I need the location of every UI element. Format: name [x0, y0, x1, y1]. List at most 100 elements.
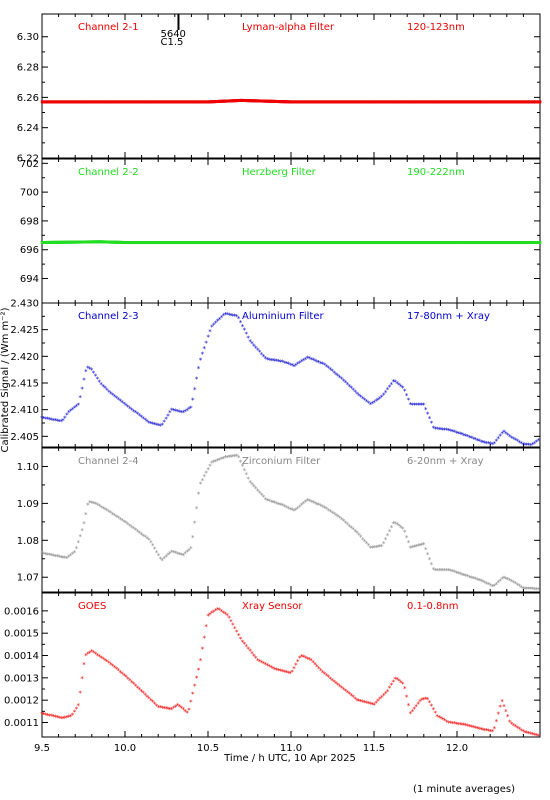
data-point: * — [393, 676, 397, 684]
data-point: * — [533, 586, 537, 594]
data-point: * — [115, 513, 119, 521]
data-point: * — [134, 683, 138, 691]
data-point: * — [500, 430, 504, 438]
data-point: * — [380, 694, 384, 702]
data-point: * — [420, 697, 424, 705]
data-point: * — [409, 710, 413, 718]
data-point: * — [235, 453, 239, 461]
data-point: * — [88, 649, 92, 657]
data-point: * — [120, 517, 124, 525]
data-point: * — [191, 396, 195, 404]
data-point: * — [77, 702, 81, 710]
data-point: * — [258, 658, 262, 666]
data-point: * — [302, 357, 306, 365]
data-point: * — [281, 502, 285, 510]
data-point: * — [42, 711, 46, 719]
data-point: * — [235, 313, 239, 321]
data-point: * — [445, 427, 449, 435]
x-axis-label: Time / h UTC, 10 Apr 2025 — [223, 753, 356, 764]
data-point: * — [164, 705, 168, 713]
chart-panels: 6.22 6.24 6.26 6.28 6.30 Channel 2-1 Lyman-alp… — [4, 13, 542, 740]
data-point: * — [371, 400, 375, 408]
data-point: * — [340, 376, 344, 384]
data-point: * — [428, 556, 432, 564]
panel-filter-label: Lyman-alpha Filter — [242, 22, 335, 33]
data-point: * — [262, 494, 266, 502]
data-point: * — [78, 394, 82, 402]
data-point: * — [315, 501, 319, 509]
data-point: * — [283, 503, 287, 511]
data-point: * — [485, 440, 489, 448]
data-point: * — [151, 699, 155, 707]
data-point: * — [229, 618, 233, 626]
data-point: * — [115, 394, 119, 402]
data-point: * — [285, 360, 289, 368]
data-point: * — [329, 675, 333, 683]
data-point: * — [369, 401, 373, 409]
data-point: * — [183, 408, 187, 416]
data-point: * — [275, 667, 279, 675]
data-point: * — [306, 355, 310, 363]
data-point: * — [105, 658, 109, 666]
data-point: * — [252, 483, 256, 491]
data-point: * — [311, 357, 315, 365]
panel-channel-label: Channel 2-1 — [78, 22, 139, 33]
data-point: * — [407, 397, 411, 405]
data-point: * — [512, 435, 516, 443]
data-point: * — [334, 371, 338, 379]
data-point: * — [477, 725, 481, 733]
data-point: * — [166, 706, 170, 714]
data-point: * — [130, 406, 134, 414]
data-point — [538, 241, 542, 245]
data-point: * — [46, 551, 50, 559]
data-point: * — [153, 421, 157, 429]
data-point: * — [155, 549, 159, 557]
data-point: * — [363, 699, 367, 707]
data-point: * — [435, 713, 439, 721]
data-point: * — [250, 650, 254, 658]
data-point: * — [443, 427, 447, 435]
data-point: * — [319, 360, 323, 368]
data-point: * — [80, 527, 84, 535]
data-point: * — [147, 419, 151, 427]
data-point: * — [466, 433, 470, 441]
data-point: * — [63, 555, 67, 563]
y-tick-label: 2.425 — [10, 325, 39, 336]
data-point: * — [516, 438, 520, 446]
data-point: * — [514, 437, 518, 445]
data-point: * — [44, 415, 48, 423]
data-point: * — [201, 351, 205, 359]
data-point: * — [304, 655, 308, 663]
data-point: * — [185, 549, 189, 557]
data-point: * — [334, 680, 338, 688]
data-point: * — [42, 415, 46, 423]
data-point: * — [273, 500, 277, 508]
data-point: * — [189, 545, 193, 553]
data-point: * — [357, 392, 361, 400]
data-point: * — [380, 543, 384, 551]
data-point: * — [159, 422, 163, 430]
data-point: * — [287, 505, 291, 513]
data-point: * — [136, 411, 140, 419]
y-tick-label: 0.0011 — [4, 718, 39, 729]
data-point: * — [523, 585, 527, 593]
data-point: * — [525, 442, 529, 450]
data-point: * — [99, 504, 103, 512]
data-point: * — [500, 698, 504, 706]
data-point: * — [241, 638, 245, 646]
data-point: * — [218, 456, 222, 464]
data-point: * — [231, 453, 235, 461]
data-point: * — [498, 703, 502, 711]
data-point: * — [388, 685, 392, 693]
data-point: * — [332, 678, 336, 686]
data-point: * — [447, 567, 451, 575]
data-point: * — [378, 543, 382, 551]
data-point: * — [48, 552, 52, 560]
data-point: * — [395, 380, 399, 388]
data-point: * — [460, 571, 464, 579]
data-point: * — [401, 525, 405, 533]
data-point: * — [519, 584, 523, 592]
data-point: * — [367, 542, 371, 550]
data-point: * — [260, 492, 264, 500]
